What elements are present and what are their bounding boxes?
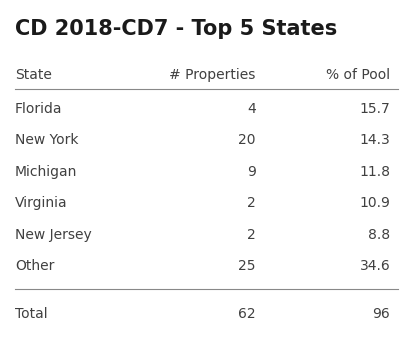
- Text: 9: 9: [247, 165, 256, 179]
- Text: 10.9: 10.9: [360, 196, 390, 210]
- Text: New Jersey: New Jersey: [15, 228, 92, 242]
- Text: State: State: [15, 68, 52, 82]
- Text: 8.8: 8.8: [368, 228, 390, 242]
- Text: 14.3: 14.3: [360, 133, 390, 147]
- Text: 20: 20: [238, 133, 256, 147]
- Text: 2: 2: [247, 196, 256, 210]
- Text: % of Pool: % of Pool: [326, 68, 390, 82]
- Text: New York: New York: [15, 133, 79, 147]
- Text: CD 2018-CD7 - Top 5 States: CD 2018-CD7 - Top 5 States: [15, 19, 337, 39]
- Text: 2: 2: [247, 228, 256, 242]
- Text: 34.6: 34.6: [360, 259, 390, 273]
- Text: # Properties: # Properties: [169, 68, 256, 82]
- Text: 96: 96: [373, 307, 390, 321]
- Text: Virginia: Virginia: [15, 196, 68, 210]
- Text: 11.8: 11.8: [360, 165, 390, 179]
- Text: Other: Other: [15, 259, 55, 273]
- Text: Total: Total: [15, 307, 47, 321]
- Text: Florida: Florida: [15, 102, 63, 116]
- Text: Michigan: Michigan: [15, 165, 77, 179]
- Text: 25: 25: [238, 259, 256, 273]
- Text: 15.7: 15.7: [360, 102, 390, 116]
- Text: 4: 4: [247, 102, 256, 116]
- Text: 62: 62: [238, 307, 256, 321]
